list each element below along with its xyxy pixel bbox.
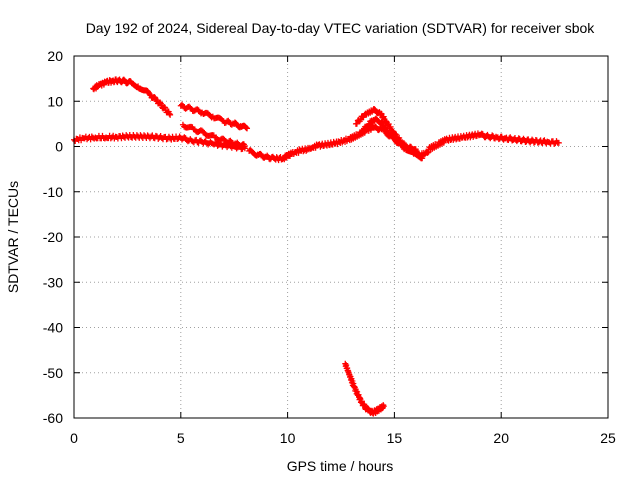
data-point <box>243 124 250 131</box>
x-tick-label: 5 <box>177 430 185 446</box>
y-tick-label: 0 <box>55 139 63 155</box>
data-point <box>166 110 173 117</box>
data-point <box>207 138 214 145</box>
data-point <box>157 99 164 106</box>
y-tick-label: -30 <box>43 274 63 290</box>
data-point <box>120 76 127 83</box>
x-tick-label: 10 <box>280 430 296 446</box>
data-point <box>380 119 387 126</box>
series-outlier-dip <box>342 360 387 417</box>
data-point <box>360 114 367 121</box>
data-point <box>264 152 271 159</box>
data-point <box>358 398 365 405</box>
data-point <box>207 113 214 120</box>
y-tick-label: -60 <box>43 410 63 426</box>
y-tick-label: 20 <box>47 48 63 64</box>
data-point <box>410 147 417 154</box>
x-tick-label: 20 <box>493 430 509 446</box>
series-night-depletion <box>246 134 355 164</box>
data-point <box>440 139 447 146</box>
data-point <box>411 146 418 153</box>
y-tick-label: -10 <box>43 184 63 200</box>
chart-title: Day 192 of 2024, Sidereal Day-to-day VTE… <box>86 20 596 36</box>
x-tick-label: 25 <box>600 430 616 446</box>
data-point <box>312 144 319 151</box>
data-point <box>483 132 490 139</box>
y-tick-label: 10 <box>47 93 63 109</box>
data-point <box>198 127 205 134</box>
data-point <box>218 116 225 123</box>
data-points <box>71 76 562 417</box>
data-point <box>186 103 193 110</box>
series-arc-early-morning <box>90 76 174 118</box>
data-point <box>228 121 235 128</box>
axis-ticks: 0 5 10 15 20 25 20 10 0 -10 -20 -30 -40 -50 -60 <box>43 48 616 446</box>
series-arc-morning-upper <box>177 101 251 132</box>
data-point <box>361 129 368 136</box>
x-tick-label: 0 <box>70 430 78 446</box>
data-point <box>146 90 153 97</box>
data-point <box>424 149 431 156</box>
data-point <box>350 380 357 387</box>
series-arc-morning-lower <box>179 121 248 150</box>
data-point <box>417 154 424 161</box>
x-tick-label: 15 <box>387 430 403 446</box>
data-point <box>221 136 228 143</box>
data-point <box>230 141 237 148</box>
y-tick-label: -20 <box>43 229 63 245</box>
data-point <box>220 135 227 142</box>
y-tick-label: -40 <box>43 320 63 336</box>
series-afternoon-bump-c <box>346 123 419 154</box>
data-point <box>418 155 425 162</box>
data-point <box>380 402 387 409</box>
y-axis-label: SDTVAR / TECUs <box>5 181 21 293</box>
data-point <box>240 141 247 148</box>
x-axis-label: GPS time / hours <box>287 458 394 474</box>
data-point <box>242 123 249 130</box>
data-point <box>187 104 194 111</box>
data-point <box>453 136 460 143</box>
data-point <box>554 139 561 146</box>
y-tick-label: -50 <box>43 365 63 381</box>
data-point <box>389 133 396 140</box>
grid-lines <box>74 56 608 418</box>
series-evening <box>425 130 562 153</box>
